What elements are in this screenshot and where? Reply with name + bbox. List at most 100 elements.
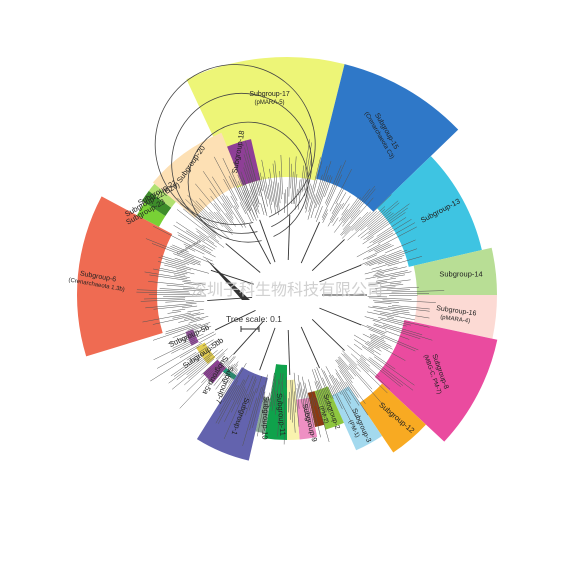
leaf-branch: [227, 361, 239, 376]
label-sg11: Subgroup-11: [275, 393, 288, 436]
leaf-branch: [145, 302, 197, 309]
leaf-branch: [371, 289, 411, 292]
leaf-branch: [368, 279, 411, 286]
leaf-branch: [335, 372, 348, 391]
leaf-branch: [274, 160, 280, 211]
leaf-branch: [331, 374, 357, 418]
leaf-branch: [189, 354, 199, 361]
leaf-branch: [202, 339, 214, 347]
leaf-branch: [329, 192, 347, 221]
internal-branch: [319, 307, 362, 326]
leaf-branch: [236, 386, 246, 405]
leaf-branch: [355, 211, 377, 232]
leaf-branch: [345, 381, 369, 416]
leaf-branch: [173, 347, 215, 377]
leaf-branch: [173, 274, 190, 278]
leaf-branch: [389, 282, 402, 285]
leaf-branch: [311, 369, 327, 413]
leaf-branch: [310, 157, 321, 200]
leaf-branch: [216, 211, 233, 232]
internal-branch: [249, 224, 271, 265]
leaf-branch: [195, 183, 228, 224]
leaf-branch: [360, 212, 394, 239]
leaf-branch: [187, 195, 218, 226]
leaf-branch: [364, 269, 382, 275]
leaf-branch: [185, 300, 205, 303]
leaf-branch: [296, 388, 300, 409]
sector-sg13: [376, 156, 482, 267]
sector-sg15: [316, 64, 459, 212]
leaf-branch: [177, 234, 212, 254]
leaf-branch: [308, 160, 323, 212]
leaf-branch: [364, 343, 374, 349]
leaf-branch: [325, 366, 342, 395]
scale-bar: Tree scale: 0.1: [226, 314, 282, 332]
scale-label: Tree scale: 0.1: [226, 314, 282, 324]
leaf-branch: [136, 289, 189, 292]
leaf-branch: [353, 343, 363, 351]
leaf-branch: [222, 386, 231, 400]
leaf-branch: [314, 397, 321, 417]
leaf-branch: [161, 255, 190, 265]
leaf-branch: [180, 203, 222, 240]
leaf-branch: [243, 162, 259, 208]
leaf-branch: [244, 147, 259, 196]
leaf-branch: [370, 339, 389, 350]
leaf-branch: [366, 325, 387, 334]
leaf-branch: [377, 255, 405, 265]
leaf-branch: [159, 288, 204, 292]
leaf-branch: [156, 343, 202, 369]
leaf-branch: [290, 380, 293, 423]
leaf-branch: [149, 274, 191, 282]
leaf-branch: [366, 254, 377, 260]
leaf-branch: [228, 369, 238, 384]
leaf-branch: [324, 176, 333, 198]
leaf-branch: [177, 232, 206, 249]
leaf-branch: [323, 370, 343, 410]
leaf-branch: [347, 345, 366, 361]
tree-branches: [136, 64, 445, 446]
leaf-branch: [219, 380, 239, 413]
leaf-branch: [199, 234, 217, 248]
leaf-branch: [193, 204, 230, 240]
leaf-branch: [183, 259, 201, 266]
leaf-branch: [215, 348, 228, 360]
leaf-branch: [360, 208, 386, 231]
leaf-branch: [215, 363, 236, 390]
leaf-branch: [187, 322, 211, 331]
sector-sg7: [222, 367, 237, 380]
leaf-branch: [243, 167, 260, 214]
leaf-branch: [165, 261, 210, 274]
leaf-branch: [367, 232, 394, 249]
leaf-branch: [327, 203, 342, 227]
leaf-branch: [300, 382, 307, 421]
leaf-branch: [305, 185, 313, 213]
leaf-branch: [223, 389, 247, 440]
leaf-branch: [166, 284, 192, 288]
leaf-branch: [368, 297, 412, 300]
sector-sg20: [152, 132, 243, 218]
leaf-branch: [341, 353, 357, 370]
leaf-branch: [304, 382, 315, 428]
leaf-branch: [385, 239, 416, 254]
leaf-branch: [270, 374, 276, 407]
leaf-branch: [323, 387, 333, 411]
sector-sg23: [136, 202, 166, 227]
leaf-branch: [372, 333, 385, 340]
leaf-branch: [375, 244, 392, 253]
leaf-branch: [186, 338, 220, 361]
leaf-branch: [364, 316, 381, 322]
leaf-branch: [172, 244, 189, 253]
leaf-branch: [374, 301, 392, 304]
leaf-branch: [304, 183, 311, 210]
leaf-branch: [209, 211, 224, 227]
leaf-branch: [376, 293, 430, 295]
leaf-branch: [183, 208, 217, 237]
leaf-branch: [293, 391, 297, 413]
internal-branch-arc: [171, 92, 313, 234]
leaf-branch: [317, 380, 330, 414]
leaf-branch: [262, 391, 266, 403]
leaf-branch: [372, 219, 412, 243]
leaf-branch: [188, 349, 224, 379]
sector-sg9b: [287, 379, 300, 440]
